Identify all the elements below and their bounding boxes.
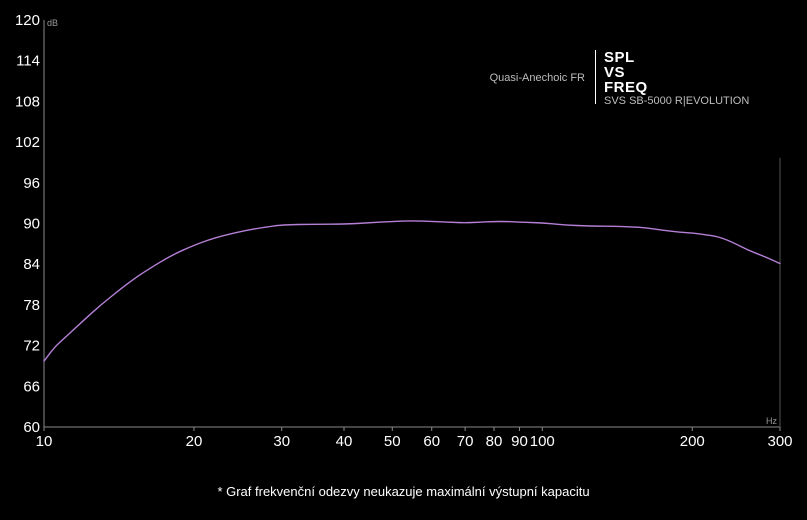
y-tick-label: 72 [23, 338, 40, 355]
y-tick-label: 66 [23, 378, 40, 395]
x-tick-label: 10 [36, 433, 53, 450]
y-tick-label: 108 [15, 93, 40, 110]
legend-brand-line-1: SPL [604, 49, 635, 66]
y-tick-label: 114 [16, 53, 40, 70]
legend-description: Quasi-Anechoic FR [490, 72, 585, 84]
legend-brand-line-2: VS [604, 64, 625, 81]
y-tick-label: 102 [15, 134, 40, 151]
series-line-0 [43, 220, 781, 362]
x-tick-label: 60 [423, 433, 440, 450]
y-axis: 60 66 72 78 84 90 96 102 108 114 120 dB [15, 12, 58, 436]
y-unit-label: dB [47, 18, 58, 28]
x-unit-label: Hz [766, 416, 777, 426]
x-tick-label: 200 [680, 433, 705, 450]
x-tick-label: 40 [336, 433, 353, 450]
x-tick-label: 100 [530, 433, 555, 450]
x-tick-label: 90 [511, 433, 528, 450]
footnote: * Graf frekvenční odezvy neukazuje maxim… [217, 484, 590, 499]
y-tick-label: 78 [23, 297, 40, 314]
x-tick-label: 70 [457, 433, 474, 450]
x-axis: 10 20 30 40 50 60 70 80 90 100 200 300 Hz [36, 158, 793, 450]
x-tick-label: 80 [486, 433, 503, 450]
x-tick-label: 50 [384, 433, 401, 450]
y-tick-label: 96 [23, 175, 40, 192]
legend: Quasi-Anechoic FR SPL VS FREQ SVS SB-500… [490, 49, 750, 107]
y-tick-label: 84 [23, 256, 40, 273]
legend-model: SVS SB-5000 R|EVOLUTION [604, 95, 749, 107]
y-tick-label: 60 [23, 419, 40, 436]
x-tick-label: 20 [186, 433, 203, 450]
legend-brand-line-3: FREQ [604, 79, 648, 96]
x-tick-label: 300 [767, 433, 792, 450]
y-tick-label: 90 [23, 216, 40, 233]
x-tick-label: 30 [273, 433, 290, 450]
y-tick-label: 120 [15, 12, 40, 29]
series-layer [43, 220, 781, 362]
